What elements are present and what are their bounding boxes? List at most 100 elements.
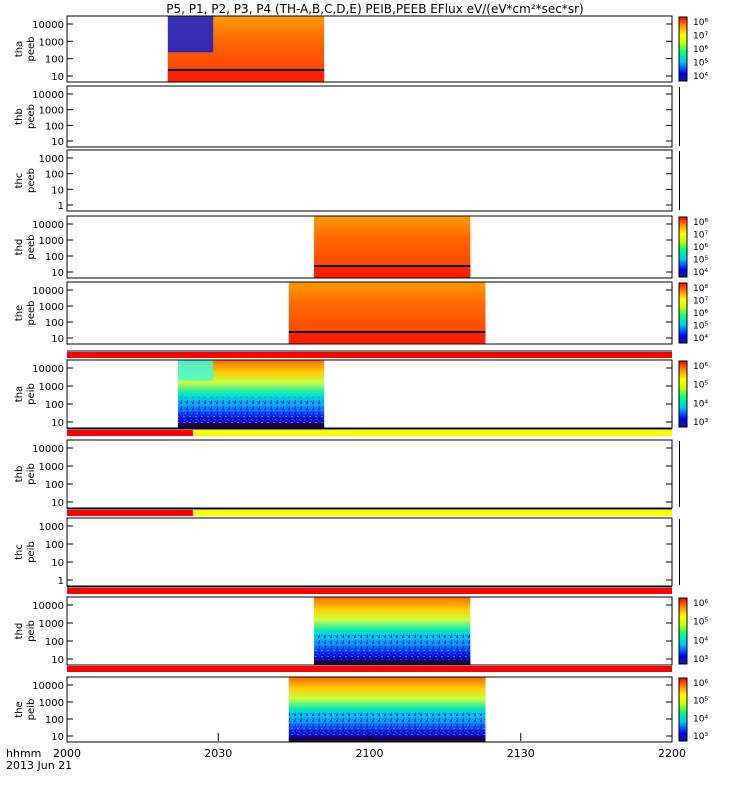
ytick-label-thc-peib-1: 100 — [45, 540, 64, 551]
ytick-label-thc-peeb-2: 10 — [51, 185, 64, 196]
ytick-label-thc-peib-0: 1000 — [39, 522, 64, 533]
colorbar-label-thd-peib-0: 10⁶ — [693, 599, 708, 609]
ylabel-probe-tha-peib: tha — [14, 386, 25, 402]
frame-tha-peib — [66, 359, 673, 429]
ytick-label-thd-peib-3: 10 — [51, 655, 64, 666]
ylabel-product-the-peeb: peeb — [26, 301, 37, 326]
mode-bar-5 — [67, 664, 672, 672]
panel-tha-peeb: 10000 1000 100 10 tha peeb 10⁸ 10⁷ 10⁶ 10⁵ 10⁴ — [14, 15, 708, 83]
time-axis-label: hhmm — [6, 747, 41, 760]
ytick-label-thc-peib-3: 1 — [58, 576, 64, 587]
floor-tha-peib — [177, 423, 325, 428]
colorbar-label-thd-peib-1: 10⁵ — [693, 618, 708, 628]
ylabel-product-thb-peib: peib — [26, 463, 37, 485]
early-segment-tha-peib — [177, 360, 214, 381]
ylabel-probe-tha-peeb: tha — [14, 41, 25, 57]
ytick-label-the-peib-2: 100 — [45, 715, 64, 726]
ylabel-probe-thc-peeb: thc — [14, 173, 25, 189]
mode-bar-2-segment-0 — [67, 430, 194, 436]
colorbar-label-tha-peib-2: 10⁴ — [693, 399, 708, 409]
floor-thd-peib — [314, 660, 471, 665]
early-segment-tha-peeb — [167, 16, 214, 53]
ytick-label-tha-peib-3: 10 — [51, 418, 64, 429]
ytick-label-thb-peeb-0: 10000 — [32, 90, 64, 101]
ytick-label-thd-peeb-3: 10 — [51, 268, 64, 279]
ytick-label-thb-peeb-1: 1000 — [39, 106, 64, 117]
ylabel-product-thc-peeb: peeb — [26, 168, 37, 193]
ytick-label-thb-peib-1: 1000 — [39, 462, 64, 473]
ytick-label-thd-peeb-1: 1000 — [39, 236, 64, 247]
mode-bar-4 — [67, 586, 672, 594]
colorbar-label-tha-peib-1: 10⁵ — [693, 381, 708, 391]
ytick-label-tha-peib-0: 10000 — [32, 364, 64, 375]
ylabel-product-thd-peeb: peeb — [26, 235, 37, 260]
frame-thb-peib — [66, 439, 673, 509]
ylabel-probe-thd-peib: thd — [14, 623, 25, 640]
panel-thd-peib: 10000 1000 100 10 thd peib 10⁶ 10⁵ 10⁴ 10³ — [14, 596, 708, 666]
mode-bar-3-segment-1 — [193, 510, 672, 516]
colorbar-label-thd-peeb-0: 10⁸ — [693, 218, 708, 228]
ytick-label-thc-peeb-0: 1000 — [39, 154, 64, 165]
lowband-thd-peeb — [314, 266, 471, 278]
ylabel-product-tha-peib: peib — [26, 383, 37, 405]
colorbar-empty-thb-peeb — [679, 87, 680, 146]
frame-the-peib — [66, 676, 673, 743]
ytick-label-thd-peib-0: 10000 — [32, 601, 64, 612]
ytick-label-thb-peib-3: 10 — [51, 498, 64, 509]
ytick-label-thd-peib-1: 1000 — [39, 619, 64, 630]
mode-bar-1-segment-0 — [67, 352, 672, 358]
ytick-label-the-peib-0: 10000 — [32, 681, 64, 692]
frame-thb-peeb — [66, 85, 673, 148]
panel-the-peib: 10000 1000 100 10 the peib 10⁶ 10⁵ 10⁴ 10³ — [14, 676, 708, 743]
ytick-label-thb-peib-0: 10000 — [32, 444, 64, 455]
colorbar-empty-thb-peib — [679, 441, 680, 507]
ytick-label-thb-peeb-2: 100 — [45, 121, 64, 132]
noise-thd-peib — [314, 634, 471, 665]
ytick-label-tha-peib-2: 100 — [45, 400, 64, 411]
colorbar-tha-peeb — [678, 16, 688, 82]
ylabel-product-tha-peeb: peeb — [26, 37, 37, 62]
colorbar-label-thd-peib-3: 10³ — [693, 655, 708, 665]
xtick-label-3: 2130 — [507, 747, 535, 760]
mode-bar-4-segment-0 — [67, 588, 672, 594]
colorbar-label-the-peib-2: 10⁴ — [693, 714, 708, 724]
colorbar-thd-peib — [678, 597, 688, 665]
colorbar-label-the-peeb-0: 10⁸ — [693, 284, 708, 294]
ytick-label-thd-peeb-0: 10000 — [32, 220, 64, 231]
ytick-label-thd-peeb-2: 100 — [45, 252, 64, 263]
colorbar-label-the-peeb-4: 10⁴ — [693, 334, 708, 344]
ytick-label-thb-peeb-3: 10 — [51, 137, 64, 148]
ytick-label-thc-peib-2: 10 — [51, 558, 64, 569]
xtick-label-2: 2100 — [356, 747, 384, 760]
colorbar-tha-peib — [678, 360, 688, 428]
colorbar-empty-thc-peeb — [679, 151, 680, 210]
colorbar-label-tha-peeb-1: 10⁷ — [693, 32, 708, 42]
figure-title: P5, P1, P2, P3, P4 (TH-A,B,C,D,E) PEIB,P… — [166, 2, 583, 16]
panel-thd-peeb: 10000 1000 100 10 thd peeb 10⁸ 10⁷ 10⁶ 10⁵ 10⁴ — [14, 215, 708, 279]
ylabel-probe-thd-peeb: thd — [14, 239, 25, 256]
colorbar-label-thd-peeb-2: 10⁶ — [693, 243, 708, 253]
colorbar-label-the-peib-0: 10⁶ — [693, 679, 708, 689]
ylabel-product-the-peib: peib — [26, 699, 37, 721]
ylabel-probe-thb-peib: thb — [14, 466, 25, 483]
ytick-label-thc-peeb-3: 1 — [58, 201, 64, 212]
frame-thc-peeb — [66, 149, 673, 212]
floor-the-peib — [288, 737, 486, 742]
ylabel-probe-thc-peib: thc — [14, 544, 25, 560]
noise-tha-peib — [177, 397, 325, 428]
colorbar-label-tha-peeb-4: 10⁴ — [693, 72, 708, 82]
colorbar-empty-thc-peib — [679, 519, 680, 585]
ylabel-probe-the-peib: the — [14, 701, 25, 717]
ytick-label-the-peib-3: 10 — [51, 732, 64, 743]
lowband-tha-peeb — [167, 70, 325, 82]
ylabel-product-thb-peeb: peeb — [26, 104, 37, 129]
ytick-label-the-peib-1: 1000 — [39, 698, 64, 709]
colorbar-label-thd-peeb-4: 10⁴ — [693, 268, 708, 278]
colorbar-thd-peeb — [678, 216, 688, 278]
panel-thc-peeb: 1000 100 10 1 thc peeb — [14, 149, 680, 212]
mode-bar-1 — [67, 350, 672, 358]
ytick-label-the-peeb-0: 10000 — [32, 286, 64, 297]
mode-bar-5-segment-0 — [67, 666, 672, 672]
colorbar-label-tha-peib-3: 10³ — [693, 418, 708, 428]
colorbar-label-the-peeb-2: 10⁶ — [693, 309, 708, 319]
